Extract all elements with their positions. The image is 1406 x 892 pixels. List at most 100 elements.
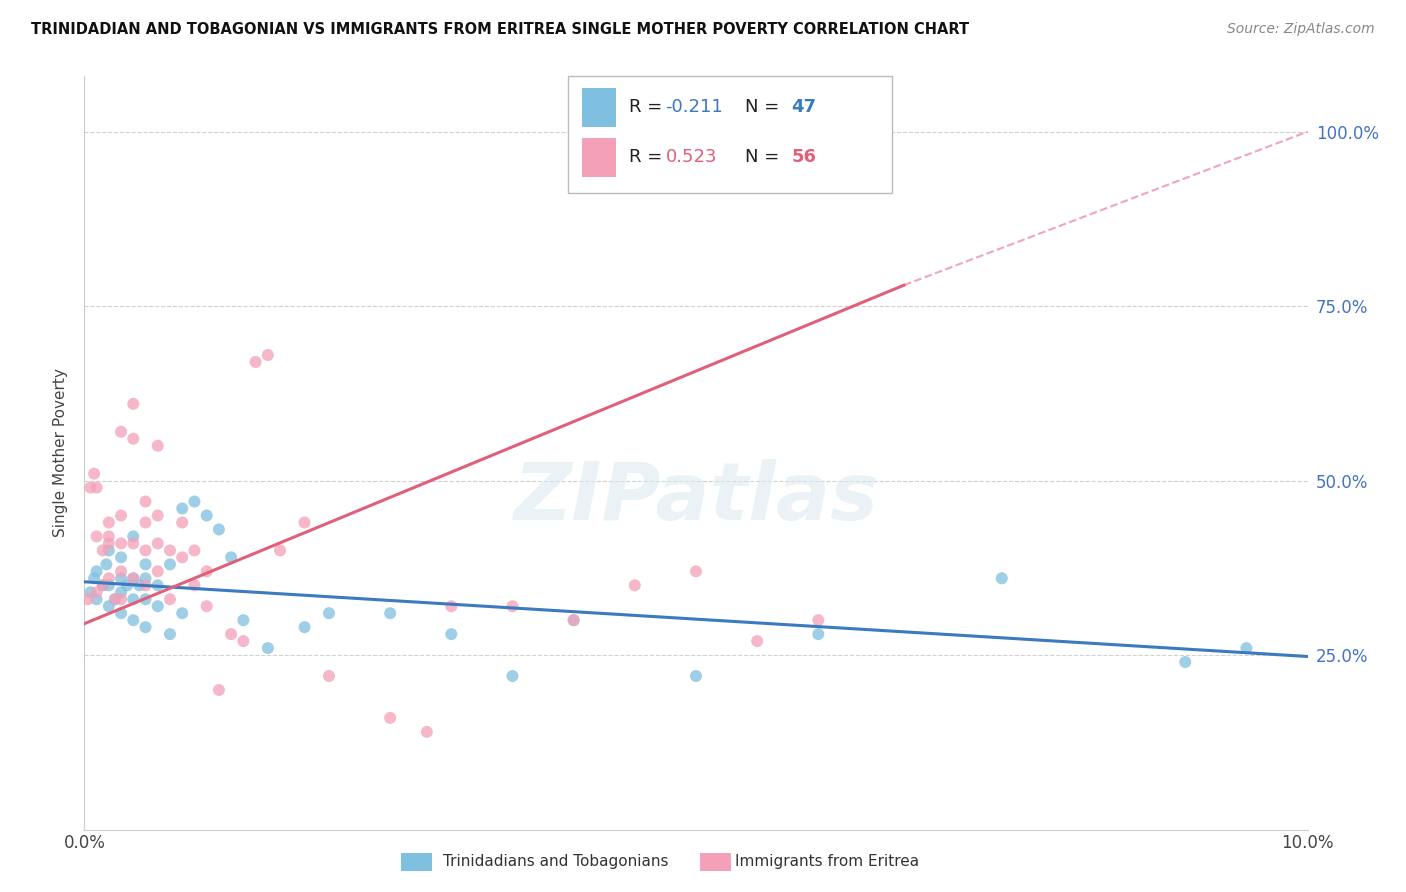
Point (208, 683, 231, 698)
Point (245, 355, 267, 369)
Point (79, 481, 101, 495)
Point (195, 565, 218, 579)
Point (159, 592, 181, 607)
Point (146, 508, 169, 523)
Point (208, 523, 231, 537)
Point (318, 606, 340, 620)
Text: 47: 47 (792, 98, 817, 117)
Point (91, 578, 114, 592)
Point (159, 543, 181, 558)
Point (146, 599, 169, 614)
Point (83, 571, 105, 585)
Point (294, 620, 316, 634)
Point (318, 669, 340, 683)
Point (77, 592, 100, 607)
Point (257, 348, 280, 362)
Point (183, 578, 205, 592)
Text: N =: N = (745, 148, 785, 166)
Point (807, 627, 830, 641)
Point (380, 606, 402, 620)
Point (195, 508, 218, 523)
Text: 56: 56 (792, 148, 817, 166)
Bar (401, 853, 432, 871)
Point (440, 627, 463, 641)
Point (110, 508, 132, 523)
Point (135, 494, 157, 508)
Point (97, 571, 120, 585)
Point (135, 571, 157, 585)
Point (86, 592, 108, 607)
Point (502, 669, 524, 683)
Point (624, 578, 647, 592)
Y-axis label: Single Mother Poverty: Single Mother Poverty (53, 368, 69, 537)
Point (97, 543, 120, 558)
Point (440, 599, 463, 614)
Point (183, 543, 205, 558)
Point (146, 439, 169, 453)
Point (747, 634, 769, 648)
Bar (700, 853, 731, 871)
Text: Source: ZipAtlas.com: Source: ZipAtlas.com (1227, 22, 1375, 37)
Point (104, 592, 127, 607)
Point (1236, 641, 1258, 656)
Point (219, 627, 242, 641)
Point (159, 558, 181, 572)
Point (110, 536, 132, 550)
Point (91, 543, 114, 558)
Point (96, 558, 118, 572)
Bar (582, 88, 616, 127)
Point (97, 599, 120, 614)
Point (135, 592, 157, 607)
Point (195, 599, 218, 614)
Point (807, 613, 830, 627)
Point (257, 641, 280, 656)
Point (122, 432, 145, 446)
Point (172, 550, 194, 565)
Point (110, 550, 132, 565)
Point (122, 592, 145, 607)
Point (146, 565, 169, 579)
Point (135, 558, 157, 572)
Point (380, 711, 402, 725)
Point (562, 613, 585, 627)
Point (1174, 655, 1197, 669)
Point (232, 634, 254, 648)
Point (172, 516, 194, 530)
Text: Immigrants from Eritrea: Immigrants from Eritrea (735, 855, 918, 869)
Point (86, 565, 108, 579)
Point (269, 543, 291, 558)
Point (86, 529, 108, 543)
Text: R =: R = (628, 148, 668, 166)
Text: Trinidadians and Tobagonians: Trinidadians and Tobagonians (443, 855, 668, 869)
Point (97, 536, 120, 550)
Point (991, 571, 1014, 585)
Point (97, 578, 120, 592)
Point (219, 550, 242, 565)
Text: -0.211: -0.211 (665, 98, 723, 117)
Text: 0.523: 0.523 (665, 148, 717, 166)
Point (685, 669, 707, 683)
Point (502, 599, 524, 614)
Point (135, 543, 157, 558)
Point (122, 571, 145, 585)
Point (562, 613, 585, 627)
Point (122, 571, 145, 585)
Point (294, 516, 316, 530)
Point (86, 585, 108, 599)
Point (110, 571, 132, 585)
Point (232, 613, 254, 627)
Point (183, 494, 205, 508)
Point (135, 516, 157, 530)
FancyBboxPatch shape (568, 76, 891, 193)
Point (747, 125, 769, 139)
Point (79, 585, 101, 599)
Point (122, 613, 145, 627)
Point (91, 578, 114, 592)
Point (685, 565, 707, 579)
Bar (582, 137, 616, 177)
Point (110, 585, 132, 599)
Text: TRINIDADIAN AND TOBAGONIAN VS IMMIGRANTS FROM ERITREA SINGLE MOTHER POVERTY CORR: TRINIDADIAN AND TOBAGONIAN VS IMMIGRANTS… (31, 22, 969, 37)
Point (97, 529, 120, 543)
Point (110, 592, 132, 607)
Point (122, 536, 145, 550)
